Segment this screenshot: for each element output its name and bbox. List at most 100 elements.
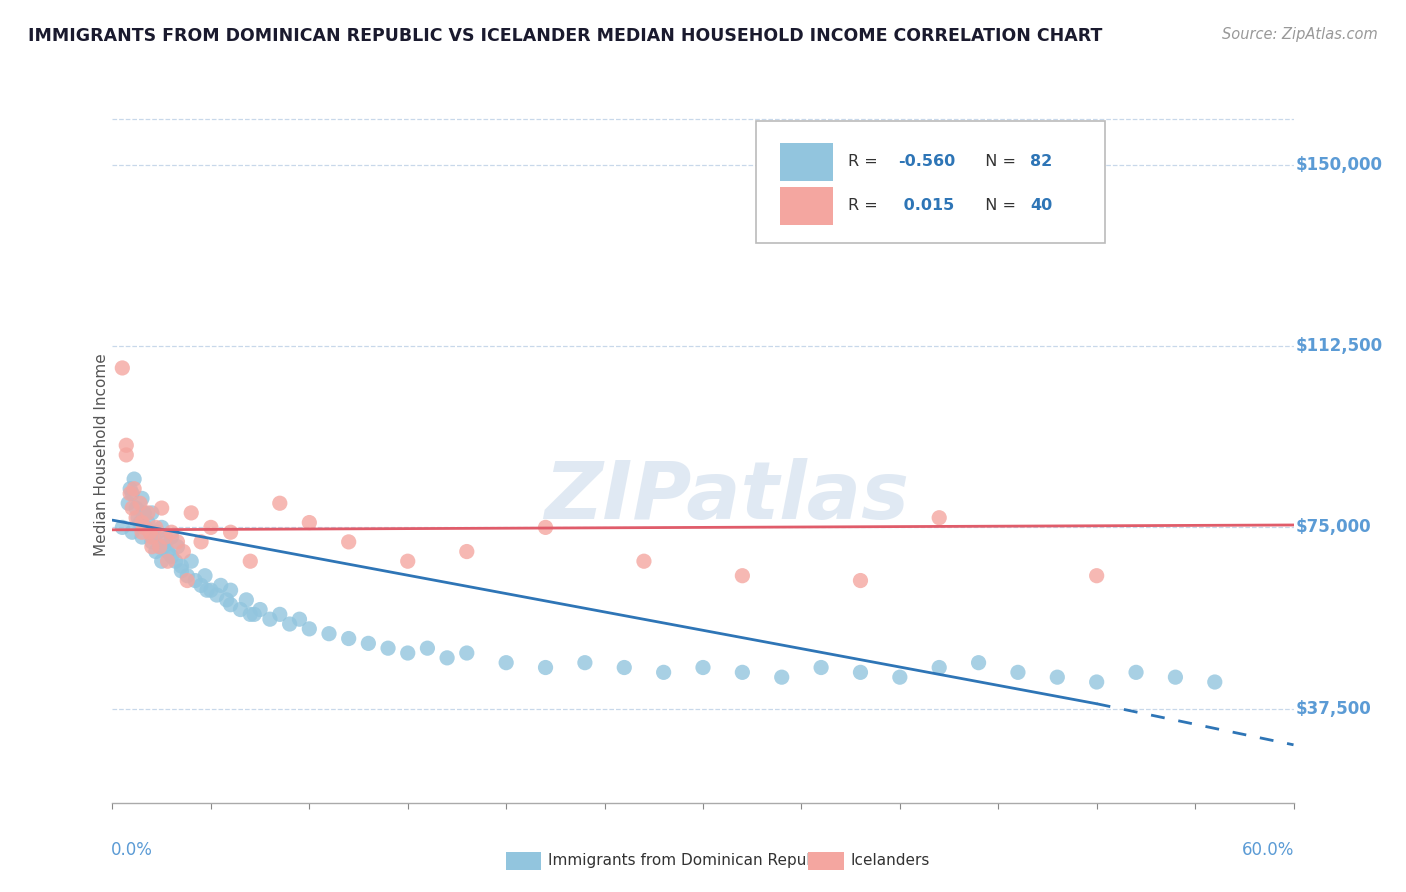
Point xyxy=(135,520,157,534)
Text: 0.0%: 0.0% xyxy=(111,841,153,859)
Text: 82: 82 xyxy=(1031,153,1053,169)
Point xyxy=(278,617,301,632)
Point xyxy=(377,641,399,656)
Text: 60.0%: 60.0% xyxy=(1243,841,1295,859)
Point xyxy=(172,544,194,558)
Text: Source: ZipAtlas.com: Source: ZipAtlas.com xyxy=(1222,27,1378,42)
Point xyxy=(239,607,262,622)
Text: IMMIGRANTS FROM DOMINICAN REPUBLIC VS ICELANDER MEDIAN HOUSEHOLD INCOME CORRELAT: IMMIGRANTS FROM DOMINICAN REPUBLIC VS IC… xyxy=(28,27,1102,45)
Point xyxy=(129,496,152,510)
Point xyxy=(195,583,218,598)
Point xyxy=(184,574,207,588)
Text: $112,500: $112,500 xyxy=(1296,337,1384,355)
Point xyxy=(170,564,193,578)
Point xyxy=(132,506,155,520)
Point xyxy=(436,651,458,665)
Point xyxy=(190,534,212,549)
Point xyxy=(613,660,636,674)
Point xyxy=(121,501,143,516)
Point xyxy=(219,525,242,540)
Point xyxy=(200,520,222,534)
Text: Icelanders: Icelanders xyxy=(851,854,929,868)
Text: $75,000: $75,000 xyxy=(1296,518,1371,536)
Point xyxy=(132,506,155,520)
Point xyxy=(117,496,139,510)
Point xyxy=(156,554,179,568)
Point xyxy=(692,660,714,674)
FancyBboxPatch shape xyxy=(780,144,832,181)
Point xyxy=(731,568,754,582)
Point xyxy=(180,554,202,568)
Point xyxy=(298,622,321,636)
Text: N =: N = xyxy=(974,198,1021,212)
Text: N =: N = xyxy=(974,153,1021,169)
Point xyxy=(269,496,291,510)
Point xyxy=(115,448,138,462)
Point xyxy=(166,534,188,549)
Point xyxy=(456,544,478,558)
Point xyxy=(810,660,832,674)
Point xyxy=(288,612,311,626)
Text: 0.015: 0.015 xyxy=(898,198,955,212)
Point xyxy=(337,632,360,646)
Point xyxy=(1007,665,1029,680)
Point xyxy=(141,540,163,554)
Point xyxy=(1204,675,1226,690)
Point xyxy=(194,568,217,582)
Point xyxy=(235,592,257,607)
Point xyxy=(495,656,517,670)
Point xyxy=(456,646,478,660)
Point xyxy=(215,592,238,607)
Text: R =: R = xyxy=(848,198,883,212)
Text: ZIPatlas: ZIPatlas xyxy=(544,458,910,536)
Point xyxy=(239,554,262,568)
FancyBboxPatch shape xyxy=(756,121,1105,243)
Point xyxy=(229,602,252,616)
Point xyxy=(534,660,557,674)
Point xyxy=(139,525,162,540)
Point xyxy=(1085,568,1108,582)
Point xyxy=(928,660,950,674)
Point xyxy=(889,670,911,684)
Point xyxy=(170,559,193,574)
Point xyxy=(219,598,242,612)
Point xyxy=(190,578,212,592)
Point xyxy=(259,612,281,626)
Text: $150,000: $150,000 xyxy=(1296,156,1384,174)
Point xyxy=(534,520,557,534)
Point xyxy=(141,506,163,520)
Point xyxy=(298,516,321,530)
Point xyxy=(849,574,872,588)
Point xyxy=(132,520,155,534)
Point xyxy=(357,636,380,650)
Point xyxy=(150,554,173,568)
FancyBboxPatch shape xyxy=(780,187,832,226)
Point xyxy=(770,670,793,684)
Point xyxy=(122,472,145,486)
Y-axis label: Median Household Income: Median Household Income xyxy=(94,353,108,557)
Point xyxy=(111,520,134,534)
Point xyxy=(136,516,159,530)
Point xyxy=(142,530,165,544)
Point xyxy=(145,520,167,534)
Point xyxy=(1085,675,1108,690)
Text: -0.560: -0.560 xyxy=(898,153,955,169)
Point xyxy=(574,656,596,670)
Point xyxy=(152,540,174,554)
Point xyxy=(127,510,149,524)
Point xyxy=(131,525,153,540)
Point xyxy=(249,602,271,616)
Point xyxy=(136,506,159,520)
Point xyxy=(155,530,177,544)
Point xyxy=(149,540,172,554)
Point xyxy=(121,486,143,500)
Point xyxy=(125,510,148,524)
Point xyxy=(1046,670,1069,684)
Point xyxy=(111,361,134,376)
Point xyxy=(318,626,340,640)
Text: $37,500: $37,500 xyxy=(1296,699,1372,717)
Point xyxy=(129,516,152,530)
Text: Immigrants from Dominican Republic: Immigrants from Dominican Republic xyxy=(548,854,834,868)
Point xyxy=(165,554,187,568)
Point xyxy=(652,665,675,680)
